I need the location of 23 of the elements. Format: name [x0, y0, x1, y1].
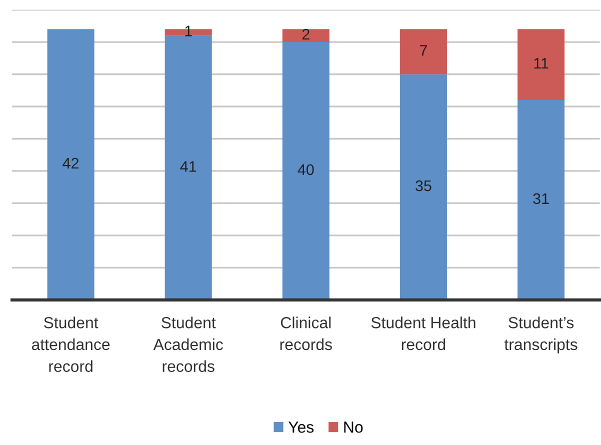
data-label: 40	[298, 164, 314, 176]
legend-label: No	[344, 422, 363, 433]
x-tick-label: Student attendance record	[32, 316, 110, 372]
x-tick-label: Student Health record	[371, 316, 476, 350]
data-label: 7	[420, 45, 427, 56]
data-label: 31	[533, 193, 549, 204]
bar	[518, 29, 565, 100]
bar	[400, 29, 447, 74]
data-label: 41	[180, 161, 196, 172]
data-label: 35	[416, 180, 432, 192]
data-label: 2	[302, 28, 310, 40]
data-label: 11	[534, 58, 548, 69]
bar	[164, 36, 212, 300]
x-tick-label: Clinical records	[280, 316, 332, 350]
bar	[518, 100, 565, 300]
bar	[47, 29, 94, 300]
legend-label: Yes	[288, 422, 314, 433]
x-tick-label: Student Academic records	[153, 316, 223, 372]
x-tick-label: Student’s transcripts	[504, 316, 578, 354]
data-label: 42	[62, 158, 79, 168]
bar	[282, 29, 330, 42]
bar	[282, 42, 330, 300]
bar	[400, 74, 447, 300]
